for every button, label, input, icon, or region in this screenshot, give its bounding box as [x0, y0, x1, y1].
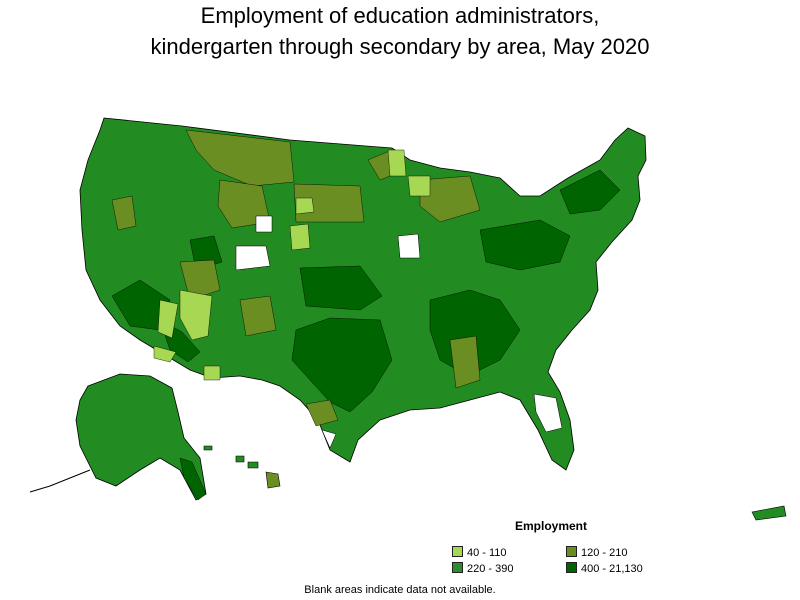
light-regions: [153, 149, 431, 381]
legend-swatch: [452, 562, 463, 573]
legend-swatch: [566, 546, 577, 557]
legend-item-220-390: 220 - 390: [452, 562, 513, 576]
footnote: Blank areas indicate data not available.: [304, 584, 496, 596]
legend-title: Employment: [515, 519, 588, 533]
legend-label: 120 - 210: [581, 547, 628, 559]
dark-regions: [111, 169, 621, 413]
legend-item-120-210: 120 - 210: [566, 546, 627, 560]
blank-areas: [235, 215, 563, 449]
puerto-rico-shape: [751, 505, 787, 521]
title-line-1: Employment of education administrators,: [200, 3, 600, 28]
legend-label: 400 - 21,130: [581, 563, 643, 575]
legend-item-40-110: 40 - 110: [452, 546, 507, 560]
legend-item-400-21130: 400 - 21,130: [566, 562, 643, 576]
hawaii-shape: [203, 445, 281, 489]
alaska-dark-panhandle: [179, 457, 207, 501]
title-line-2: kindergarten through secondary by area, …: [150, 34, 650, 59]
legend-label: 40 - 110: [467, 547, 507, 559]
alaska-shape: [75, 373, 207, 501]
olive-regions: [111, 129, 481, 427]
aleutian-islands: [29, 469, 91, 493]
legend-label: 220 - 390: [467, 563, 514, 575]
map-title: Employment of education administrators, …: [0, 0, 800, 62]
legend-swatch: [566, 562, 577, 573]
legend-swatch: [452, 546, 463, 557]
